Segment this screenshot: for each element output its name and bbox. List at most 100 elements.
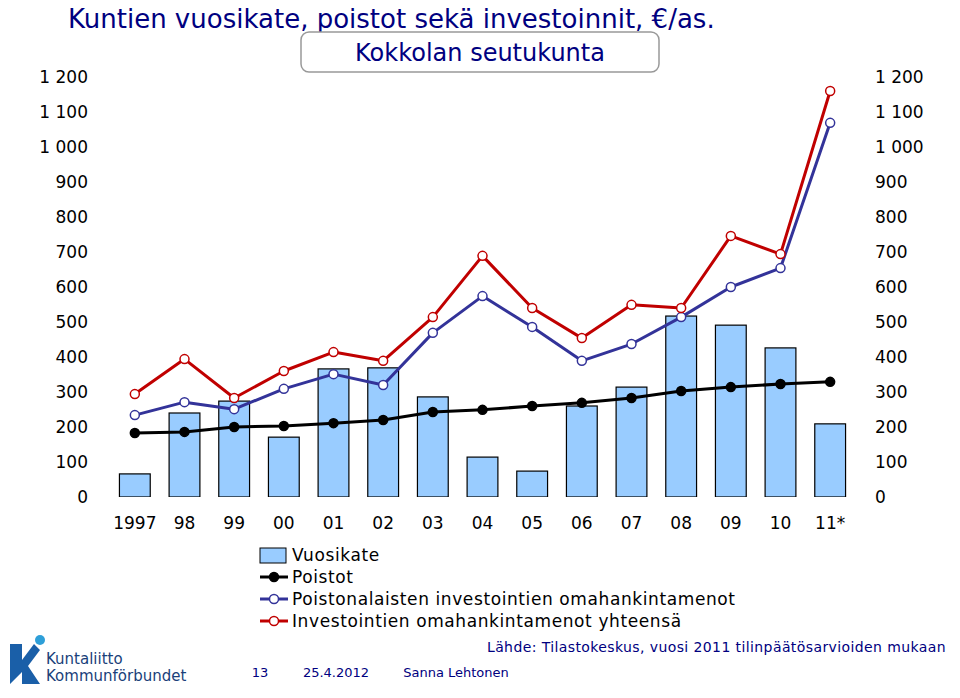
marker (776, 264, 785, 273)
legend-marker (270, 595, 279, 604)
marker (379, 416, 388, 425)
subtitle-box (301, 32, 659, 72)
page-number: 13 (252, 665, 269, 680)
y-tick (106, 497, 110, 498)
bar (715, 325, 746, 497)
y2-tick-label: 600 (875, 277, 907, 297)
y-tick (106, 112, 110, 113)
bar (368, 368, 399, 497)
chart: Kuntien vuosikate, poistot sekä investoi… (0, 0, 960, 698)
x-tick-label: 11* (815, 513, 845, 533)
bar (815, 424, 846, 497)
bar (169, 413, 200, 497)
marker (230, 423, 239, 432)
marker (577, 334, 586, 343)
marker (627, 393, 636, 402)
y-tick (106, 462, 110, 463)
title: Kuntien vuosikate, poistot sekä investoi… (68, 4, 715, 34)
x-tick-label: 99 (223, 513, 245, 533)
y-tick-label: 100 (56, 452, 88, 472)
logo-text: Kuntaliitto (46, 650, 123, 668)
marker (180, 355, 189, 364)
marker (677, 386, 686, 395)
marker (577, 356, 586, 365)
marker (279, 384, 288, 393)
legend-label: Poistot (292, 567, 354, 587)
legend-marker (270, 573, 279, 582)
y-tick (106, 427, 110, 428)
legend-label: Investointien omahankintamenot yhteensä (292, 611, 682, 631)
marker (279, 421, 288, 430)
marker (528, 402, 537, 411)
marker (230, 393, 239, 402)
legend-label: Poistonalaisten investointien omahankint… (292, 589, 736, 609)
marker (329, 348, 338, 357)
bar (616, 387, 647, 497)
y2-tick-label: 400 (875, 347, 907, 367)
y-tick-label: 800 (56, 207, 88, 227)
date: 25.4.2012 (303, 665, 369, 680)
y2-tick-label: 1 000 (875, 137, 924, 157)
y-tick-label: 400 (56, 347, 88, 367)
bar (268, 437, 299, 497)
y-tick-label: 1 200 (39, 67, 88, 87)
y2-tick-label: 300 (875, 382, 907, 402)
x-tick-label: 10 (770, 513, 792, 533)
marker (478, 405, 487, 414)
marker (627, 300, 636, 309)
y-tick (106, 77, 110, 78)
marker (726, 231, 735, 240)
y-tick-label: 700 (56, 242, 88, 262)
y-tick-label: 0 (77, 487, 88, 507)
y-tick-label: 900 (56, 172, 88, 192)
marker (180, 427, 189, 436)
marker (130, 390, 139, 399)
bar (467, 457, 498, 497)
y-tick-label: 600 (56, 277, 88, 297)
y2-tick-label: 0 (875, 487, 886, 507)
y2-tick-label: 100 (875, 452, 907, 472)
marker (478, 251, 487, 260)
y-tick (106, 217, 110, 218)
y-tick-label: 500 (56, 312, 88, 332)
y2-tick-label: 900 (875, 172, 907, 192)
x-tick-label: 00 (273, 513, 295, 533)
marker (577, 398, 586, 407)
y-tick (106, 252, 110, 253)
x-tick-label: 09 (720, 513, 742, 533)
logo-text: Kommunförbundet (46, 667, 186, 685)
logo-mark (10, 644, 40, 684)
y2-tick-label: 1 200 (875, 67, 924, 87)
legend-label: Vuosikate (292, 545, 380, 565)
bar (666, 316, 697, 497)
source: Lähde: Tilastokeskus, vuosi 2011 tilinpä… (487, 639, 946, 655)
y-tick-label: 1 100 (39, 102, 88, 122)
marker (428, 328, 437, 337)
bar (765, 348, 796, 497)
marker (627, 340, 636, 349)
y-tick (106, 147, 110, 148)
y2-tick-label: 500 (875, 312, 907, 332)
subtitle: Kokkolan seutukunta (355, 39, 605, 67)
legend-swatch (260, 548, 286, 563)
marker (428, 313, 437, 322)
bar (566, 406, 597, 497)
marker (130, 428, 139, 437)
y-tick (106, 357, 110, 358)
marker (528, 304, 537, 313)
marker (428, 407, 437, 416)
marker (478, 292, 487, 301)
x-tick-label: 98 (174, 513, 196, 533)
y2-tick-label: 800 (875, 207, 907, 227)
marker (776, 250, 785, 259)
marker (180, 398, 189, 407)
y-tick-label: 200 (56, 417, 88, 437)
y2-tick-label: 200 (875, 417, 907, 437)
marker (528, 322, 537, 331)
x-tick-label: 03 (422, 513, 444, 533)
marker (379, 356, 388, 365)
y-tick-label: 300 (56, 382, 88, 402)
marker (826, 87, 835, 96)
marker (726, 283, 735, 292)
x-tick-label: 08 (670, 513, 692, 533)
